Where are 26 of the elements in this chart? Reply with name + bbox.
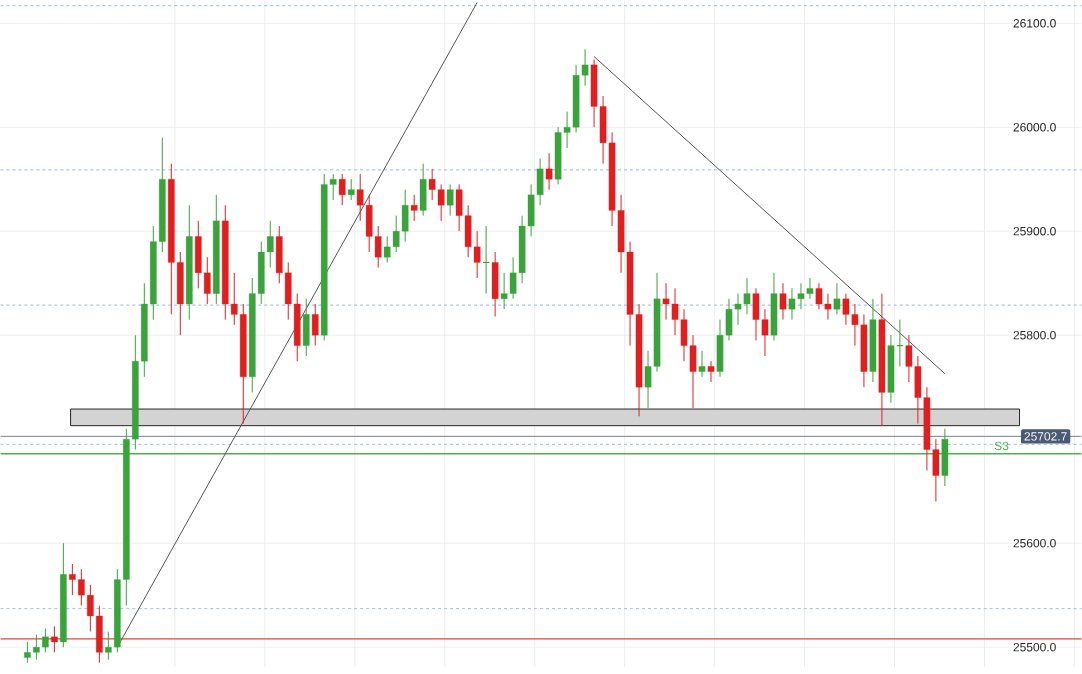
candlestick	[410, 194, 418, 222]
ref-line-label: 25702.7	[1024, 432, 1067, 441]
y-tick-label: 25600.0	[1013, 539, 1056, 548]
candlestick	[51, 625, 58, 653]
candlestick	[42, 628, 49, 653]
y-tick-label: 26100.0	[1013, 19, 1056, 28]
candlestick	[338, 173, 346, 206]
y-tick-label: 25900.0	[1013, 227, 1056, 236]
candlestick	[33, 634, 40, 661]
candlestick	[545, 152, 553, 191]
candlestick	[311, 303, 319, 347]
candlestick	[105, 631, 112, 661]
candlestick	[24, 641, 31, 664]
candlestick	[779, 282, 787, 321]
y-tick-label: 25800.0	[1013, 331, 1056, 340]
candlestick	[707, 360, 715, 383]
candlestick	[347, 178, 355, 201]
candlestick	[833, 282, 841, 316]
candlestick	[698, 350, 706, 378]
candlestick	[78, 568, 85, 607]
candlestick	[87, 584, 94, 633]
y-tick-label: 26000.0	[1013, 123, 1056, 132]
candlestick	[446, 184, 454, 217]
ref-line-label: S3	[994, 441, 1009, 451]
y-tick-label: 25500.0	[1013, 643, 1056, 652]
candlestick	[69, 563, 76, 596]
